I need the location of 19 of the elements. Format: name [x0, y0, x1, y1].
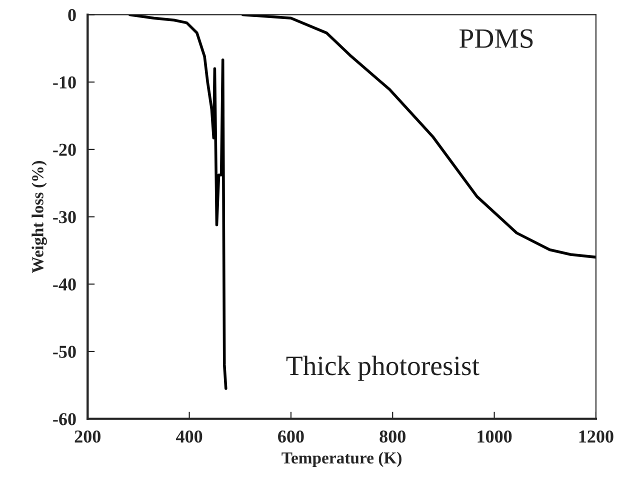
x-tick-label: 400	[176, 430, 202, 443]
y-tick-label: -30	[53, 211, 76, 224]
y-tick-label: -10	[53, 76, 76, 89]
y-tick-label: -60	[53, 413, 76, 426]
text: PDMS	[460, 29, 533, 48]
y-tick-label: -40	[53, 278, 76, 291]
y-tick-label: 0	[68, 8, 76, 22]
line-series	[128, 14, 228, 390]
text: Thick photoresist	[286, 356, 480, 381]
y-tick-label: -50	[53, 346, 76, 358]
x-tick-label: 1200	[579, 430, 614, 443]
x-tick-label: 600	[278, 430, 304, 443]
x-axis-title: Temperature (K)	[282, 452, 402, 467]
x-tick-label: 800	[380, 430, 406, 443]
y-tick-label: -20	[53, 144, 76, 156]
x-tick-label: 200	[74, 430, 100, 443]
y-axis-title: Weight loss (%)	[32, 161, 47, 274]
line-series	[241, 14, 596, 259]
x-tick-label: 1000	[478, 430, 512, 443]
